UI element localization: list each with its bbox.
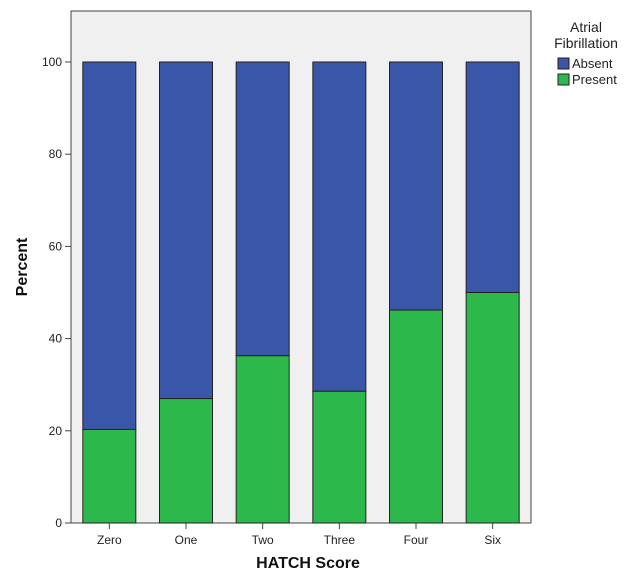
x-axis-title: HATCH Score xyxy=(256,555,360,572)
bar-absent-four xyxy=(389,61,443,311)
x-tick-label: One xyxy=(175,533,198,547)
legend-swatch-present xyxy=(557,73,570,86)
bar-absent-six xyxy=(465,61,520,293)
bar-absent-three xyxy=(312,61,367,392)
y-axis-title: Percent xyxy=(14,237,31,296)
x-tick-label: Two xyxy=(252,533,274,547)
legend-title-line-2: Fibrillation xyxy=(554,35,618,51)
x-tick-label: Six xyxy=(484,533,501,547)
bar-absent-zero xyxy=(82,61,137,430)
x-axis: Zero One Two Three Four Six xyxy=(97,523,501,547)
bar-present-zero xyxy=(82,428,137,524)
bar-absent-one xyxy=(159,61,213,400)
y-tick-label: 100 xyxy=(42,55,62,69)
x-tick-label: Four xyxy=(404,533,429,547)
bar-present-two xyxy=(235,355,290,524)
legend-swatch-absent xyxy=(557,57,570,70)
bar-present-six xyxy=(465,292,520,524)
bar-present-three xyxy=(312,390,367,524)
bars-group xyxy=(82,61,520,524)
y-tick-label: 80 xyxy=(49,147,63,161)
x-tick-label: Zero xyxy=(97,533,122,547)
legend-label-absent: Absent xyxy=(572,56,613,71)
legend-label-present: Present xyxy=(572,72,617,87)
bar-present-one xyxy=(159,398,213,524)
x-tick-label: Three xyxy=(324,533,356,547)
y-axis: 0 20 40 60 80 100 xyxy=(42,11,72,530)
bar-absent-two xyxy=(235,61,290,357)
legend-title-line-1: Atrial xyxy=(570,19,602,35)
y-tick-label: 40 xyxy=(49,332,63,346)
bar-present-four xyxy=(389,309,443,524)
plot-area xyxy=(70,10,532,524)
y-tick-label: 0 xyxy=(55,516,62,530)
y-tick-label: 20 xyxy=(49,424,63,438)
y-tick-label: 60 xyxy=(49,239,63,253)
